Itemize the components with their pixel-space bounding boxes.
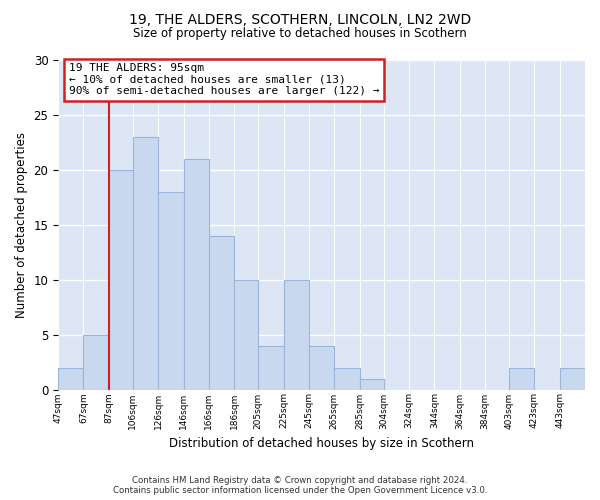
Bar <box>258 346 284 390</box>
Bar <box>234 280 258 390</box>
Bar <box>158 192 184 390</box>
Bar <box>58 368 83 390</box>
Bar <box>334 368 359 390</box>
Bar <box>284 280 309 390</box>
Bar <box>560 368 585 390</box>
Bar <box>184 159 209 390</box>
Y-axis label: Number of detached properties: Number of detached properties <box>15 132 28 318</box>
Text: Size of property relative to detached houses in Scothern: Size of property relative to detached ho… <box>133 28 467 40</box>
Text: 19 THE ALDERS: 95sqm
← 10% of detached houses are smaller (13)
90% of semi-detac: 19 THE ALDERS: 95sqm ← 10% of detached h… <box>68 64 379 96</box>
Bar <box>109 170 133 390</box>
Bar <box>209 236 234 390</box>
Bar <box>83 334 109 390</box>
Bar <box>509 368 535 390</box>
Bar <box>133 137 158 390</box>
X-axis label: Distribution of detached houses by size in Scothern: Distribution of detached houses by size … <box>169 437 474 450</box>
Bar <box>359 378 383 390</box>
Text: Contains HM Land Registry data © Crown copyright and database right 2024.
Contai: Contains HM Land Registry data © Crown c… <box>113 476 487 495</box>
Bar <box>309 346 334 390</box>
Text: 19, THE ALDERS, SCOTHERN, LINCOLN, LN2 2WD: 19, THE ALDERS, SCOTHERN, LINCOLN, LN2 2… <box>129 12 471 26</box>
